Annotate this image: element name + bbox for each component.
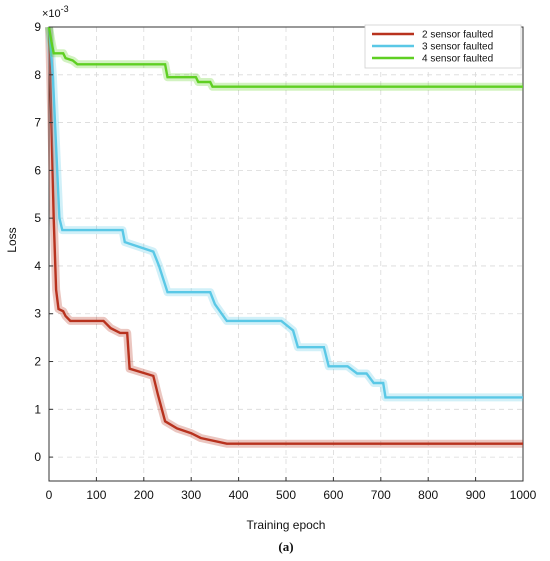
y-tick-label: 4 [34, 259, 41, 273]
x-tick-label: 100 [86, 488, 106, 502]
x-axis-label: Training epoch [247, 518, 326, 532]
y-axis-label: Loss [5, 227, 19, 252]
y-tick-label: 5 [34, 211, 41, 225]
x-tick-label: 400 [229, 488, 249, 502]
grid [48, 26, 524, 481]
y-tick-label: 7 [34, 116, 41, 130]
series-line-2 [47, 26, 523, 399]
series-line-1 [47, 26, 523, 445]
series-layer [45, 26, 523, 448]
x-tick-label: 300 [181, 488, 201, 502]
y-tick-label: 8 [34, 68, 41, 82]
legend-label-2: 3 sensor faulted [422, 42, 493, 53]
y-tick-label: 3 [34, 307, 41, 321]
x-tick-label: 0 [46, 488, 53, 502]
legend-label-3: 4 sensor faulted [422, 54, 493, 65]
y-tick-label: 6 [34, 163, 41, 177]
series-line-3 [47, 26, 523, 88]
x-tick-label: 900 [466, 488, 486, 502]
x-tick-label: 1000 [510, 488, 537, 502]
x-tick-label: 700 [371, 488, 391, 502]
x-tick-label: 600 [323, 488, 343, 502]
y-tick-label: 9 [34, 20, 41, 34]
legend-label-1: 2 sensor faulted [422, 30, 493, 41]
x-tick-label: 500 [276, 488, 296, 502]
y-tick-label: 1 [34, 402, 41, 416]
y-tick-label: 0 [34, 450, 41, 464]
y-tick-label: 2 [34, 355, 41, 369]
x-tick-label: 200 [134, 488, 154, 502]
x-tick-label: 800 [418, 488, 438, 502]
figure-caption: (a) [278, 539, 293, 554]
y-exponent-label: ×10-3 [42, 4, 69, 20]
tick-labels: 0 100 200 300 400 500 600 700 800 900 1000 0 1 2 3 4 5 6 7… [34, 20, 536, 502]
